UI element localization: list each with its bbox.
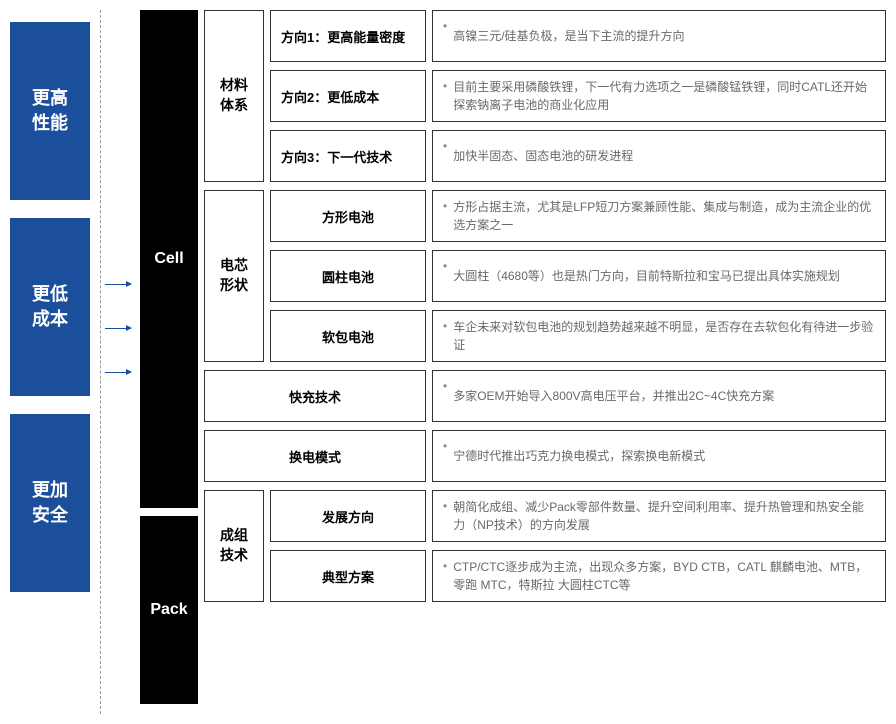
desc-text: 大圆柱（4680等）也是热门方向，目前特斯拉和宝马已提出具体实施规划 [453,267,840,285]
desc-text: CTP/CTC逐步成为主流，出现众多方案，BYD CTB，CATL 麒麟电池、M… [453,558,875,594]
right-area: 材料 体系 方向1：更高能量密度 高镍三元/硅基负极，是当下主流的提升方向 方向… [198,10,886,714]
row-desc: 方形占据主流，尤其是LFP短刀方案兼顾性能、集成与制造，成为主流企业的优选方案之… [432,190,886,242]
row-label: 圆柱电池 [270,250,426,302]
row: 快充技术 多家OEM开始导入800V高电压平台，并推出2C~4C快充方案 [198,370,886,422]
row-desc: 朝简化成组、减少Pack零部件数量、提升空间利用率、提升热管理和热安全能力（NP… [432,490,886,542]
diagram-container: 更高 性能 更低 成本 更加 安全 Cell Pack 材料 体系 方向1：更高… [10,10,886,714]
desc-text: 目前主要采用磷酸铁锂，下一代有力选项之一是磷酸锰铁锂，同时CATL还开始探索钠离… [453,78,875,114]
row-desc: 高镍三元/硅基负极，是当下主流的提升方向 [432,10,886,62]
divider [100,10,140,714]
row: 成组 技术 发展方向 朝简化成组、减少Pack零部件数量、提升空间利用率、提升热… [198,490,886,542]
goal-cost: 更低 成本 [10,218,90,396]
row-desc: 多家OEM开始导入800V高电压平台，并推出2C~4C快充方案 [432,370,886,422]
row-label: 方向3：下一代技术 [270,130,426,182]
row-desc: CTP/CTC逐步成为主流，出现众多方案，BYD CTB，CATL 麒麟电池、M… [432,550,886,602]
row-desc: 车企未来对软包电池的规划趋势越来越不明显，是否存在去软包化有待进一步验证 [432,310,886,362]
desc-text: 加快半固态、固态电池的研发进程 [453,147,633,165]
level-cell: Cell [140,10,198,508]
row: 典型方案 CTP/CTC逐步成为主流，出现众多方案，BYD CTB，CATL 麒… [198,550,886,602]
row-label: 发展方向 [270,490,426,542]
category-shape: 电芯 形状 [204,190,264,362]
category-assembly: 成组 技术 [204,490,264,602]
row: 材料 体系 方向1：更高能量密度 高镍三元/硅基负极，是当下主流的提升方向 [198,10,886,62]
row: 电芯 形状 方形电池 方形占据主流，尤其是LFP短刀方案兼顾性能、集成与制造，成… [198,190,886,242]
goal-safety: 更加 安全 [10,414,90,592]
arrow-icon [105,328,131,329]
goal-performance: 更高 性能 [10,22,90,200]
desc-text: 宁德时代推出巧克力换电模式，探索换电新模式 [453,447,705,465]
mid-column: Cell Pack [140,10,198,714]
row-label: 方向2：更低成本 [270,70,426,122]
desc-text: 方形占据主流，尤其是LFP短刀方案兼顾性能、集成与制造，成为主流企业的优选方案之… [453,198,875,234]
row: 圆柱电池 大圆柱（4680等）也是热门方向，目前特斯拉和宝马已提出具体实施规划 [198,250,886,302]
row-label: 典型方案 [270,550,426,602]
row: 换电模式 宁德时代推出巧克力换电模式，探索换电新模式 [198,430,886,482]
left-column: 更高 性能 更低 成本 更加 安全 [10,10,90,714]
row: 软包电池 车企未来对软包电池的规划趋势越来越不明显，是否存在去软包化有待进一步验… [198,310,886,362]
row-desc: 大圆柱（4680等）也是热门方向，目前特斯拉和宝马已提出具体实施规划 [432,250,886,302]
row-label: 方形电池 [270,190,426,242]
row-label: 方向1：更高能量密度 [270,10,426,62]
category-material: 材料 体系 [204,10,264,182]
desc-text: 朝简化成组、减少Pack零部件数量、提升空间利用率、提升热管理和热安全能力（NP… [453,498,875,534]
row-label: 软包电池 [270,310,426,362]
row-label: 换电模式 [204,430,426,482]
desc-text: 车企未来对软包电池的规划趋势越来越不明显，是否存在去软包化有待进一步验证 [453,318,875,354]
row-desc: 目前主要采用磷酸铁锂，下一代有力选项之一是磷酸锰铁锂，同时CATL还开始探索钠离… [432,70,886,122]
row: 方向2：更低成本 目前主要采用磷酸铁锂，下一代有力选项之一是磷酸锰铁锂，同时CA… [198,70,886,122]
row-desc: 宁德时代推出巧克力换电模式，探索换电新模式 [432,430,886,482]
row: 方向3：下一代技术 加快半固态、固态电池的研发进程 [198,130,886,182]
level-pack: Pack [140,516,198,704]
desc-text: 高镍三元/硅基负极，是当下主流的提升方向 [453,27,684,45]
arrow-icon [105,284,131,285]
row-label: 快充技术 [204,370,426,422]
arrow-icon [105,372,131,373]
desc-text: 多家OEM开始导入800V高电压平台，并推出2C~4C快充方案 [453,387,774,405]
row-desc: 加快半固态、固态电池的研发进程 [432,130,886,182]
